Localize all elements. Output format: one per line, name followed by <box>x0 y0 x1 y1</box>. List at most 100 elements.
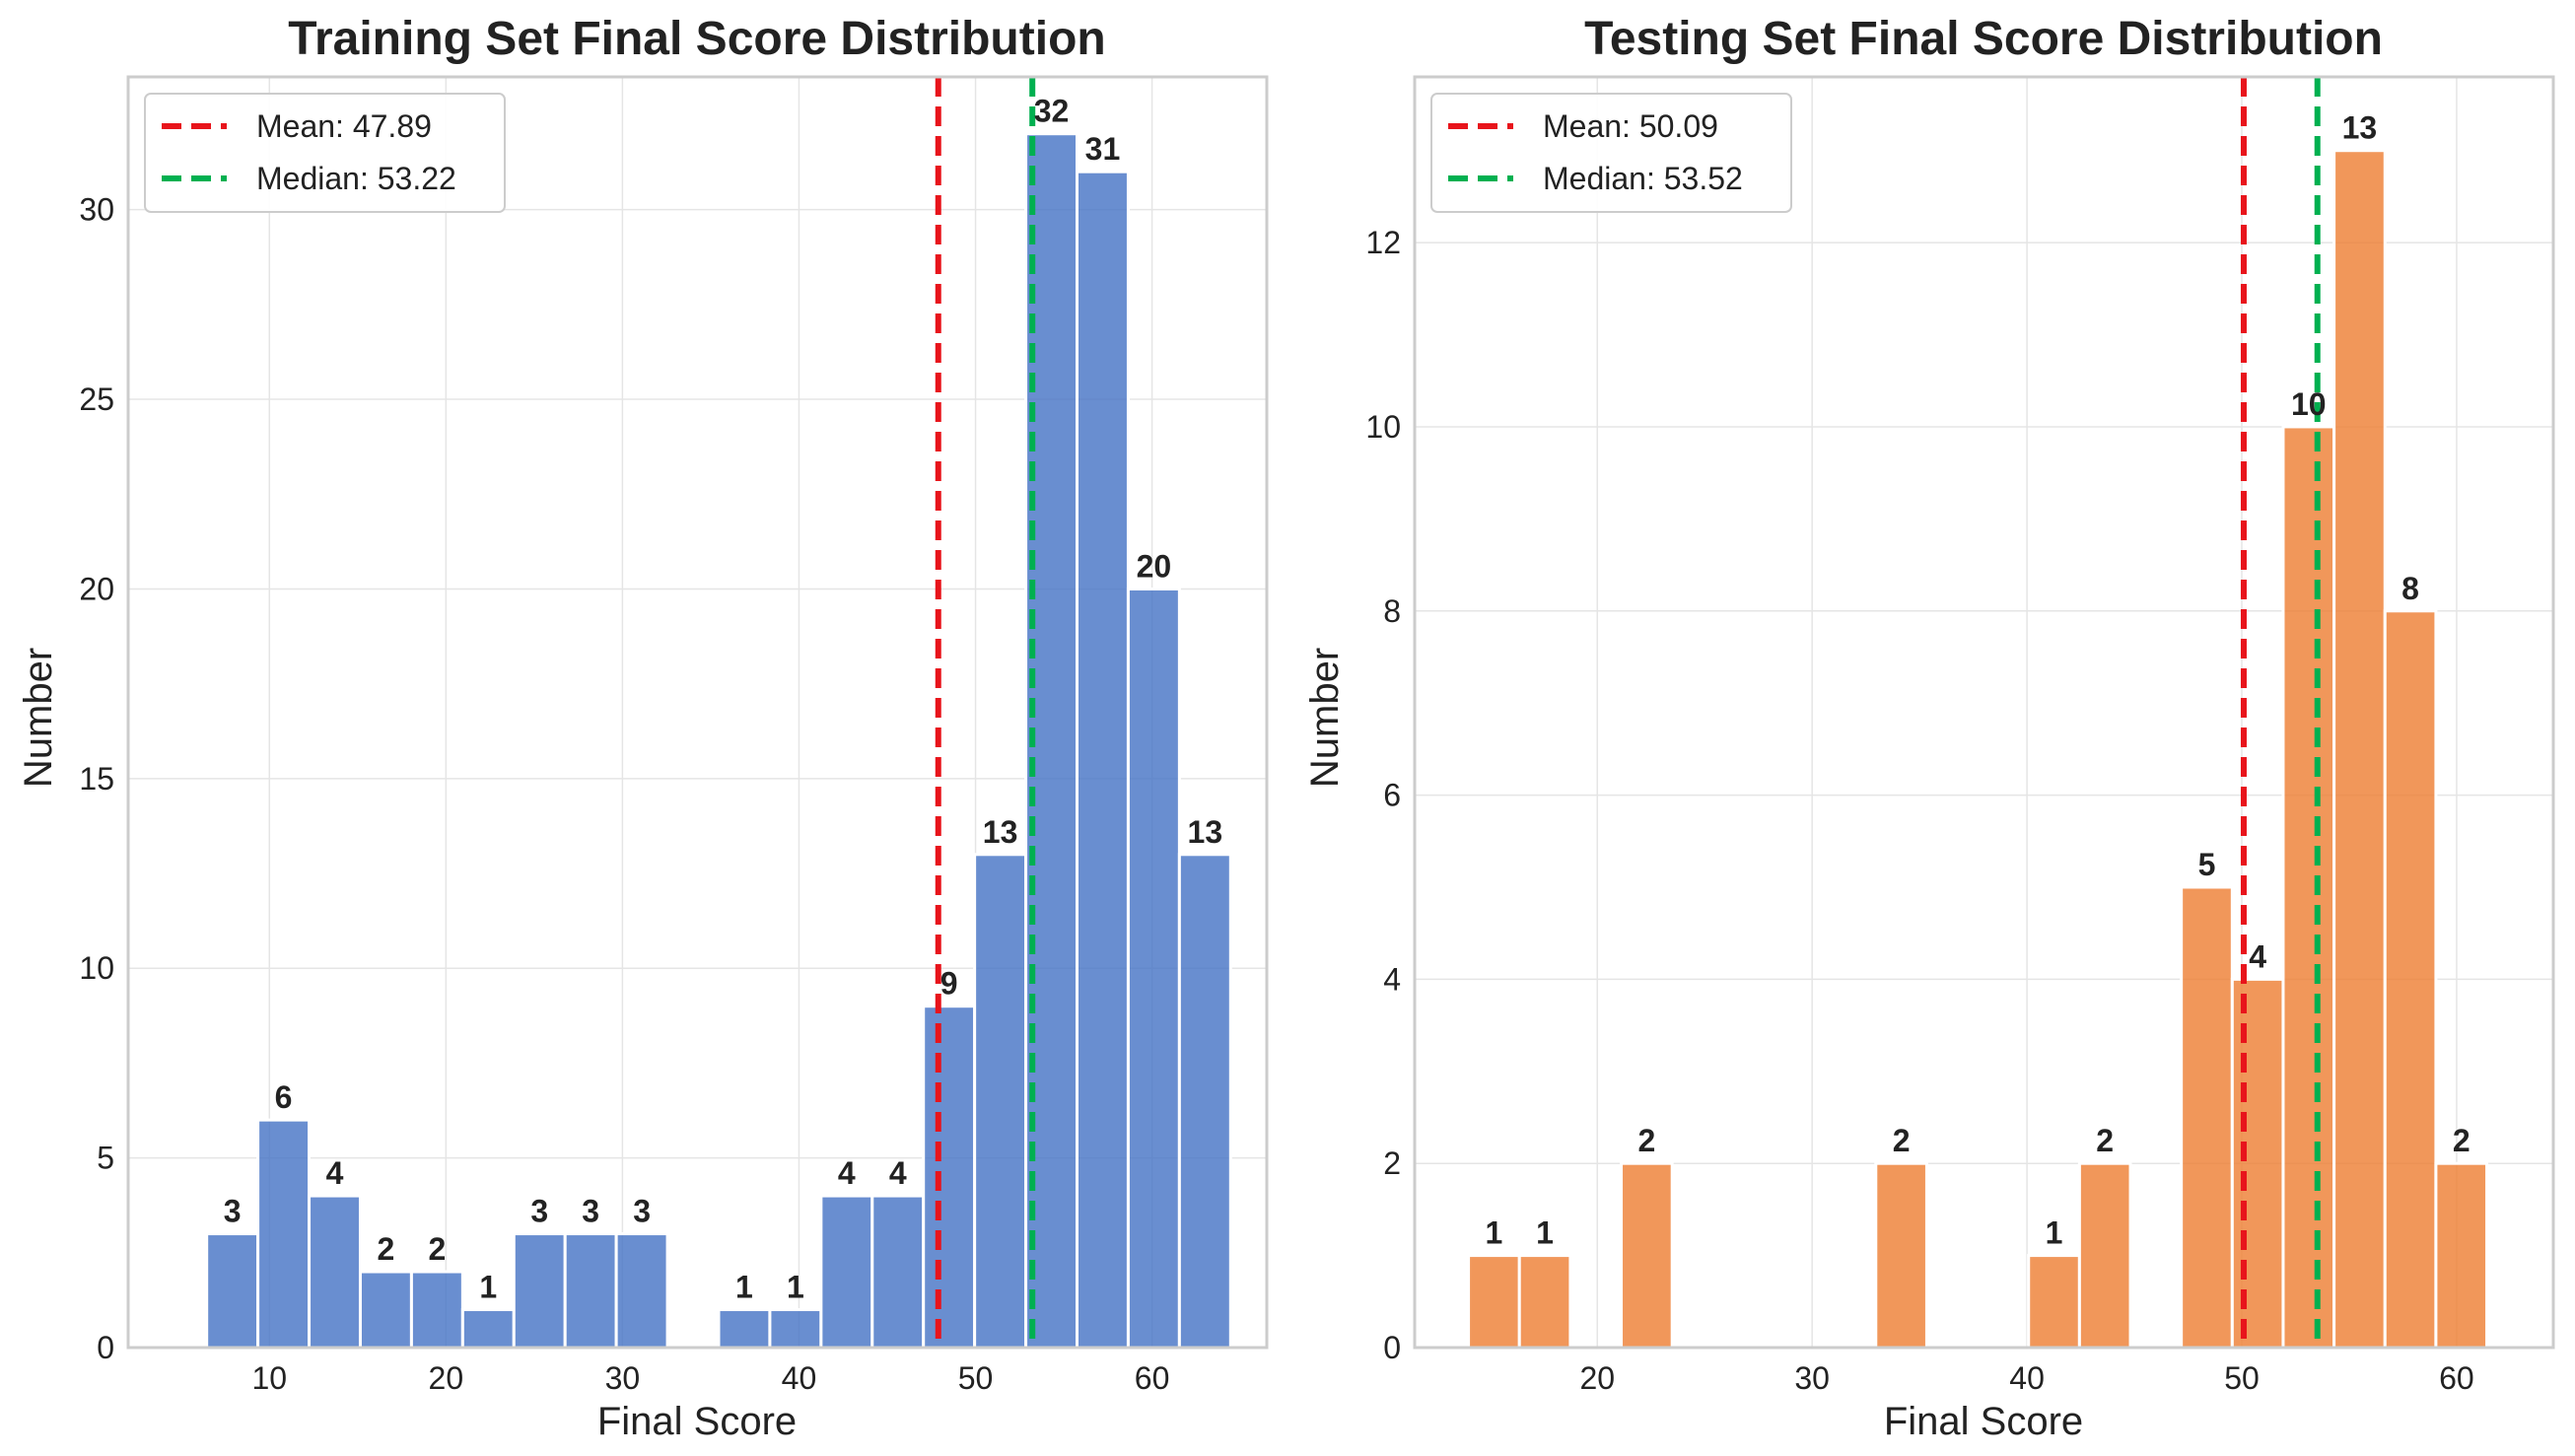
plot-frame <box>126 75 1269 1350</box>
bar <box>973 853 1028 1350</box>
y-axis-label: Number <box>1303 648 1347 788</box>
y-tick-label: 12 <box>1365 225 1401 260</box>
bar <box>2077 1161 2132 1350</box>
y-tick-label: 0 <box>97 1330 114 1365</box>
bar-value-label: 4 <box>889 1155 907 1191</box>
bar <box>1177 853 1232 1350</box>
x-tick-label: 40 <box>2009 1360 2045 1396</box>
legend-box <box>1430 93 1792 213</box>
plot-frame <box>1413 75 2555 1350</box>
bar-value-label: 1 <box>1536 1215 1554 1251</box>
bar-value-label: 3 <box>633 1194 651 1229</box>
y-tick-label: 4 <box>1383 961 1401 997</box>
y-tick-label: 10 <box>1365 409 1401 445</box>
bar <box>2332 149 2387 1350</box>
bar <box>308 1194 362 1350</box>
bar <box>460 1308 516 1350</box>
bar <box>409 1270 464 1350</box>
x-tick-label: 60 <box>1135 1360 1170 1396</box>
bar-value-label: 13 <box>2342 110 2378 146</box>
bar <box>2230 977 2285 1350</box>
bar-value-label: 5 <box>2198 847 2216 882</box>
bar <box>2281 425 2336 1350</box>
bar-value-label: 4 <box>326 1155 344 1191</box>
bar-value-label: 31 <box>1085 131 1121 167</box>
y-tick-label: 0 <box>1383 1330 1401 1365</box>
bar <box>922 1005 977 1350</box>
y-tick-label: 8 <box>1383 593 1401 629</box>
bar-value-label: 8 <box>2401 571 2419 606</box>
bar-value-label: 2 <box>2096 1123 2114 1158</box>
legend-box <box>144 93 506 213</box>
chart-title: Training Set Final Score Distribution <box>288 13 1105 65</box>
y-tick-label: 2 <box>1383 1145 1401 1181</box>
bar-value-label: 13 <box>1188 814 1223 850</box>
x-tick-label: 40 <box>782 1360 817 1396</box>
x-axis-label: Final Score <box>1884 1400 2083 1443</box>
bar-value-label: 32 <box>1034 94 1070 129</box>
bar <box>358 1270 413 1350</box>
bar <box>1467 1254 1521 1350</box>
x-tick-label: 10 <box>251 1360 287 1396</box>
bar <box>819 1194 874 1350</box>
bar <box>256 1118 312 1350</box>
bar-value-label: 2 <box>1637 1123 1655 1158</box>
bar <box>717 1308 772 1350</box>
bar-value-label: 1 <box>2046 1215 2063 1251</box>
legend-label: Mean: 47.89 <box>256 108 432 144</box>
bar <box>768 1308 823 1350</box>
x-tick-label: 30 <box>1794 1360 1830 1396</box>
bar-value-label: 10 <box>2291 386 2327 422</box>
bar <box>2434 1161 2489 1350</box>
bar-value-label: 9 <box>940 966 958 1002</box>
bar-value-label: 1 <box>1486 1215 1503 1251</box>
bar <box>870 1194 926 1350</box>
x-tick-label: 50 <box>2224 1360 2260 1396</box>
bar-value-label: 3 <box>224 1194 242 1229</box>
bar-value-label: 1 <box>787 1270 804 1305</box>
legend-label: Mean: 50.09 <box>1543 108 1718 144</box>
bar-value-label: 6 <box>275 1079 293 1115</box>
legend: Mean: 50.09 Median: 53.52 <box>1430 93 1792 213</box>
bar <box>512 1232 567 1350</box>
bar <box>2027 1254 2081 1350</box>
bar <box>1126 587 1181 1350</box>
bar <box>614 1232 669 1350</box>
legend: Mean: 47.89 Median: 53.22 <box>144 93 506 213</box>
x-tick-label: 30 <box>605 1360 641 1396</box>
bar <box>1076 170 1130 1350</box>
y-tick-label: 10 <box>79 950 114 986</box>
x-tick-label: 60 <box>2439 1360 2474 1396</box>
bar-value-label: 2 <box>428 1231 446 1267</box>
x-axis-label: Final Score <box>597 1400 797 1443</box>
bar-value-label: 2 <box>2453 1123 2471 1158</box>
x-tick-label: 20 <box>1579 1360 1615 1396</box>
bar-value-label: 4 <box>2249 938 2266 974</box>
y-tick-label: 15 <box>79 761 114 797</box>
chart-title: Testing Set Final Score Distribution <box>1584 13 2383 65</box>
bar <box>2383 609 2438 1350</box>
legend-label: Median: 53.22 <box>256 161 456 196</box>
bar <box>1620 1161 1674 1350</box>
legend-label: Median: 53.52 <box>1543 161 1743 196</box>
y-tick-label: 5 <box>97 1141 114 1176</box>
bar-value-label: 1 <box>735 1270 753 1305</box>
x-tick-label: 50 <box>958 1360 994 1396</box>
y-tick-label: 25 <box>79 381 114 417</box>
bar-value-label: 3 <box>582 1194 599 1229</box>
y-tick-label: 6 <box>1383 778 1401 813</box>
bar-value-label: 13 <box>983 814 1018 850</box>
bar <box>563 1232 618 1350</box>
bar-value-label: 1 <box>479 1270 497 1305</box>
bar-value-label: 20 <box>1137 548 1172 584</box>
bar-value-label: 4 <box>838 1155 856 1191</box>
y-axis-label: Number <box>17 648 60 788</box>
bar <box>2180 885 2234 1350</box>
bar-value-label: 2 <box>378 1231 395 1267</box>
bar <box>205 1232 260 1350</box>
y-tick-label: 30 <box>79 192 114 228</box>
bar-value-label: 2 <box>1893 1123 1911 1158</box>
bar <box>1517 1254 1572 1350</box>
